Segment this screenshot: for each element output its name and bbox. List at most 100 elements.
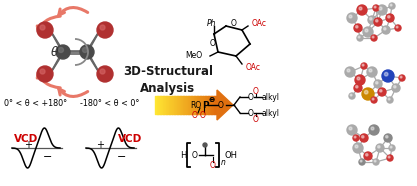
Circle shape [368,16,376,24]
Circle shape [388,98,390,100]
Circle shape [373,5,379,11]
Circle shape [355,75,365,85]
Circle shape [376,144,384,152]
Text: ⊕: ⊕ [208,97,214,103]
Text: O: O [218,100,224,110]
Circle shape [354,24,362,32]
Text: alkyl: alkyl [262,108,280,118]
Text: OH: OH [225,150,238,160]
Circle shape [387,97,393,103]
Circle shape [353,135,359,141]
Circle shape [374,6,376,8]
Circle shape [376,82,378,84]
Circle shape [364,90,368,94]
Circle shape [347,125,357,135]
Text: O: O [231,20,237,28]
Circle shape [362,64,364,66]
Text: +: + [96,140,104,150]
Circle shape [374,80,382,88]
Circle shape [384,28,386,30]
Circle shape [40,69,45,74]
Circle shape [100,69,105,74]
Text: O: O [200,110,206,119]
Circle shape [371,127,374,130]
Circle shape [395,25,401,31]
Circle shape [386,14,394,22]
Circle shape [349,93,355,99]
Circle shape [356,86,358,88]
Text: O: O [253,115,259,124]
Circle shape [97,22,113,38]
Circle shape [58,47,63,52]
Circle shape [361,63,367,69]
Circle shape [356,26,358,28]
Circle shape [377,5,387,15]
Circle shape [359,7,362,10]
Text: MeO: MeO [185,52,202,60]
Circle shape [347,13,357,23]
Text: VCD: VCD [14,134,38,144]
Text: ⊖: ⊖ [208,95,214,105]
Circle shape [362,136,364,138]
Circle shape [350,94,352,96]
Circle shape [345,67,355,77]
Circle shape [369,125,379,135]
Circle shape [388,156,390,158]
Circle shape [396,26,398,28]
Circle shape [357,5,367,15]
Circle shape [394,86,396,88]
Text: -180° < θ < 0°: -180° < θ < 0° [80,99,140,108]
Circle shape [357,77,360,80]
Text: 3D-Structural
Analysis: 3D-Structural Analysis [123,65,213,95]
Circle shape [349,127,352,130]
Text: VCD: VCD [118,134,142,144]
Circle shape [379,90,382,92]
Circle shape [100,25,105,30]
Circle shape [37,22,53,38]
Circle shape [366,154,368,156]
Text: O: O [210,39,216,47]
Text: O: O [192,150,198,160]
Circle shape [374,18,382,26]
Circle shape [389,3,395,9]
Circle shape [347,69,350,72]
Circle shape [353,143,363,153]
Circle shape [203,143,207,147]
Text: −: − [117,152,127,162]
Text: $\theta$: $\theta$ [50,45,60,59]
Text: O: O [210,161,216,169]
Text: 0° < θ < +180°: 0° < θ < +180° [5,99,68,108]
Polygon shape [217,90,233,120]
Circle shape [349,15,352,18]
Text: OAc: OAc [246,63,261,73]
Circle shape [371,35,377,41]
Circle shape [379,7,382,10]
Text: RO: RO [190,100,201,110]
Circle shape [386,136,388,138]
Circle shape [359,159,365,165]
Circle shape [37,66,53,82]
Circle shape [384,134,392,142]
Text: O: O [192,110,198,119]
Circle shape [374,160,376,162]
Circle shape [389,145,395,151]
Circle shape [369,69,372,72]
Circle shape [378,146,380,148]
Text: H: H [180,150,186,160]
Circle shape [365,29,368,32]
Circle shape [392,84,400,92]
Circle shape [373,159,379,165]
Circle shape [387,16,390,18]
Circle shape [354,84,362,92]
Text: P: P [202,100,208,110]
Text: alkyl: alkyl [262,92,280,102]
Circle shape [97,66,113,82]
Circle shape [364,152,372,160]
Circle shape [390,4,392,6]
Circle shape [369,18,372,20]
Circle shape [56,45,70,59]
Circle shape [354,136,356,138]
Circle shape [372,98,374,100]
Text: O: O [253,86,259,95]
Text: −: − [43,152,53,162]
